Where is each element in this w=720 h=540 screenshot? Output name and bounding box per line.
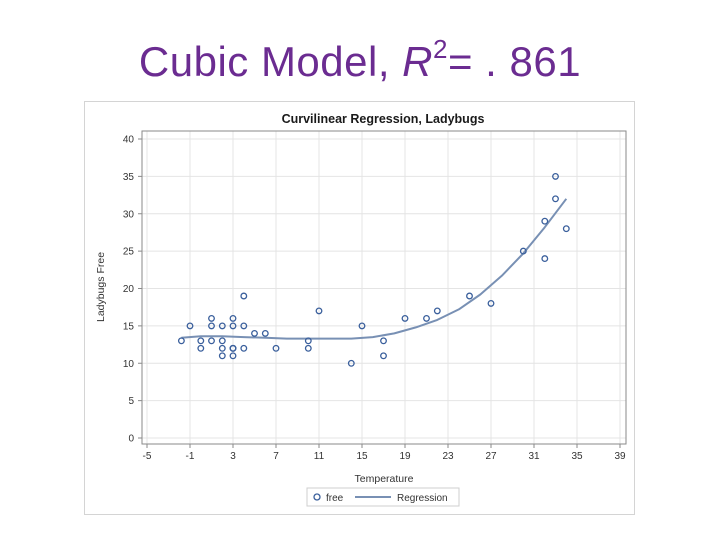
data-point xyxy=(186,322,194,330)
chart-svg: Curvilinear Regression, Ladybugs -5 -1 3 7 1… xyxy=(95,112,627,507)
slide-title-variable: R xyxy=(402,38,434,85)
data-point xyxy=(487,299,495,307)
data-point xyxy=(218,322,226,330)
slide-title-main: Cubic Model, xyxy=(138,38,403,85)
y-tick-label: 0 xyxy=(128,434,134,445)
y-tick-label: 30 xyxy=(123,209,135,220)
data-point xyxy=(423,314,430,322)
data-point xyxy=(197,344,205,352)
x-tick-label: -1 xyxy=(186,451,195,462)
y-tick-label: 40 xyxy=(123,135,135,146)
x-tick-label: 7 xyxy=(273,451,279,462)
data-point xyxy=(208,314,215,322)
data-point xyxy=(177,337,185,345)
data-point xyxy=(541,217,549,225)
chart-figure: Curvilinear Regression, Ladybugs -5 -1 3 7 1… xyxy=(84,101,635,515)
data-point xyxy=(433,307,441,315)
x-tick-label: 15 xyxy=(356,451,368,462)
x-tick-label: 39 xyxy=(614,451,626,462)
data-point xyxy=(218,344,226,352)
data-point xyxy=(218,352,226,360)
x-tick-label: 11 xyxy=(314,451,325,462)
data-point xyxy=(315,307,323,315)
data-point xyxy=(208,337,215,345)
legend-label-regression: Regression xyxy=(397,493,448,504)
data-point xyxy=(466,292,473,300)
y-tick-label: 10 xyxy=(123,359,135,370)
data-point xyxy=(229,322,237,330)
chart-title: Curvilinear Regression, Ladybugs xyxy=(282,112,485,126)
slide-title: Cubic Model, R2= . 861 xyxy=(0,36,720,86)
x-axis-label: Temperature xyxy=(355,473,414,485)
data-point xyxy=(229,344,237,352)
x-tick-label: 31 xyxy=(528,451,540,462)
grid-lines xyxy=(142,131,626,444)
x-tick-label: 19 xyxy=(399,451,411,462)
data-point xyxy=(272,344,280,352)
data-point xyxy=(380,337,387,345)
data-point xyxy=(208,322,215,330)
data-point xyxy=(401,314,409,322)
data-point xyxy=(552,172,559,180)
data-point xyxy=(251,329,258,337)
axis-ticks: -5 -1 3 7 11 15 19 23 27 31 35 39 0 5 10 15 20 25 30 35 40 xyxy=(123,135,626,463)
chart-legend: free Regression xyxy=(306,487,460,507)
y-tick-label: 5 xyxy=(128,396,134,407)
y-tick-label: 15 xyxy=(123,321,135,332)
data-point xyxy=(261,329,269,337)
x-tick-label: 27 xyxy=(485,451,497,462)
data-point xyxy=(347,359,355,367)
data-point xyxy=(240,344,248,352)
data-point xyxy=(197,337,205,345)
x-tick-label: 35 xyxy=(571,451,583,462)
data-point xyxy=(304,344,312,352)
y-axis-label: Ladybugs Free xyxy=(95,252,107,322)
plot-area-frame xyxy=(141,130,627,445)
x-tick-label: 23 xyxy=(442,451,454,462)
x-tick-label: 3 xyxy=(230,451,236,462)
data-point xyxy=(229,352,237,360)
data-point xyxy=(562,225,570,233)
regression-line-layer xyxy=(181,198,568,340)
y-tick-label: 25 xyxy=(123,247,135,258)
slide-title-superscript: 2 xyxy=(433,34,448,64)
data-point xyxy=(552,195,559,203)
data-point xyxy=(240,292,248,300)
data-point xyxy=(380,352,387,360)
x-tick-label: -5 xyxy=(143,451,152,462)
data-point xyxy=(218,337,226,345)
legend-label-free: free xyxy=(326,493,344,504)
regression-line xyxy=(181,198,568,340)
data-point xyxy=(229,314,237,322)
scatter-points-layer xyxy=(177,172,570,367)
y-tick-label: 35 xyxy=(123,172,135,183)
legend-marker-free xyxy=(313,493,321,501)
data-point xyxy=(358,322,366,330)
data-point xyxy=(304,337,312,345)
data-point xyxy=(519,247,527,255)
data-point xyxy=(240,322,248,330)
slide-title-value: = . 861 xyxy=(447,38,582,85)
data-point xyxy=(541,255,549,263)
y-tick-label: 20 xyxy=(123,284,135,295)
